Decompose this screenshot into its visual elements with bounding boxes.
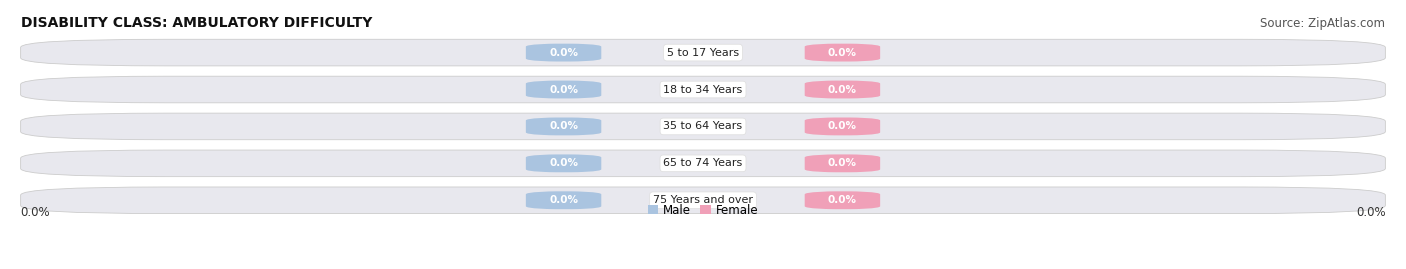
- Text: 18 to 34 Years: 18 to 34 Years: [664, 84, 742, 94]
- FancyBboxPatch shape: [526, 191, 602, 210]
- Text: 0.0%: 0.0%: [1355, 207, 1385, 220]
- Text: 0.0%: 0.0%: [828, 84, 856, 94]
- Text: 0.0%: 0.0%: [828, 121, 856, 132]
- Text: 65 to 74 Years: 65 to 74 Years: [664, 158, 742, 168]
- FancyBboxPatch shape: [526, 154, 602, 173]
- Text: 0.0%: 0.0%: [550, 48, 578, 58]
- Text: 0.0%: 0.0%: [828, 48, 856, 58]
- Text: DISABILITY CLASS: AMBULATORY DIFFICULTY: DISABILITY CLASS: AMBULATORY DIFFICULTY: [21, 16, 373, 30]
- Text: 0.0%: 0.0%: [550, 195, 578, 205]
- Text: 5 to 17 Years: 5 to 17 Years: [666, 48, 740, 58]
- Text: Source: ZipAtlas.com: Source: ZipAtlas.com: [1260, 17, 1385, 30]
- Legend: Male, Female: Male, Female: [648, 204, 758, 217]
- FancyBboxPatch shape: [21, 150, 1385, 177]
- FancyBboxPatch shape: [21, 113, 1385, 140]
- FancyBboxPatch shape: [804, 117, 880, 136]
- FancyBboxPatch shape: [804, 80, 880, 99]
- FancyBboxPatch shape: [21, 187, 1385, 214]
- Text: 0.0%: 0.0%: [550, 158, 578, 168]
- Text: 0.0%: 0.0%: [550, 121, 578, 132]
- FancyBboxPatch shape: [526, 43, 602, 62]
- FancyBboxPatch shape: [526, 80, 602, 99]
- Text: 0.0%: 0.0%: [828, 195, 856, 205]
- FancyBboxPatch shape: [21, 39, 1385, 66]
- FancyBboxPatch shape: [21, 76, 1385, 103]
- Text: 0.0%: 0.0%: [550, 84, 578, 94]
- Text: 35 to 64 Years: 35 to 64 Years: [664, 121, 742, 132]
- FancyBboxPatch shape: [526, 117, 602, 136]
- FancyBboxPatch shape: [804, 154, 880, 173]
- Text: 0.0%: 0.0%: [21, 207, 51, 220]
- FancyBboxPatch shape: [804, 43, 880, 62]
- Text: 75 Years and over: 75 Years and over: [652, 195, 754, 205]
- Text: 0.0%: 0.0%: [828, 158, 856, 168]
- FancyBboxPatch shape: [804, 191, 880, 210]
